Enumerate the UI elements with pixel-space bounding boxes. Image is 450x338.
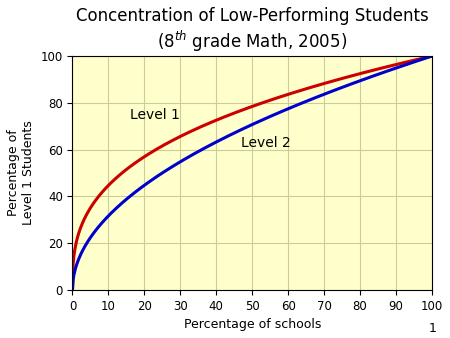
Text: 1: 1: [428, 322, 436, 335]
Y-axis label: Percentage of
Level 1 Students: Percentage of Level 1 Students: [7, 121, 35, 225]
Title: Concentration of Low-Performing Students
(8$^{th}$ grade Math, 2005): Concentration of Low-Performing Students…: [76, 7, 428, 54]
Text: Level 1: Level 1: [130, 108, 180, 122]
X-axis label: Percentage of schools: Percentage of schools: [184, 318, 321, 331]
Text: Level 2: Level 2: [241, 136, 291, 150]
